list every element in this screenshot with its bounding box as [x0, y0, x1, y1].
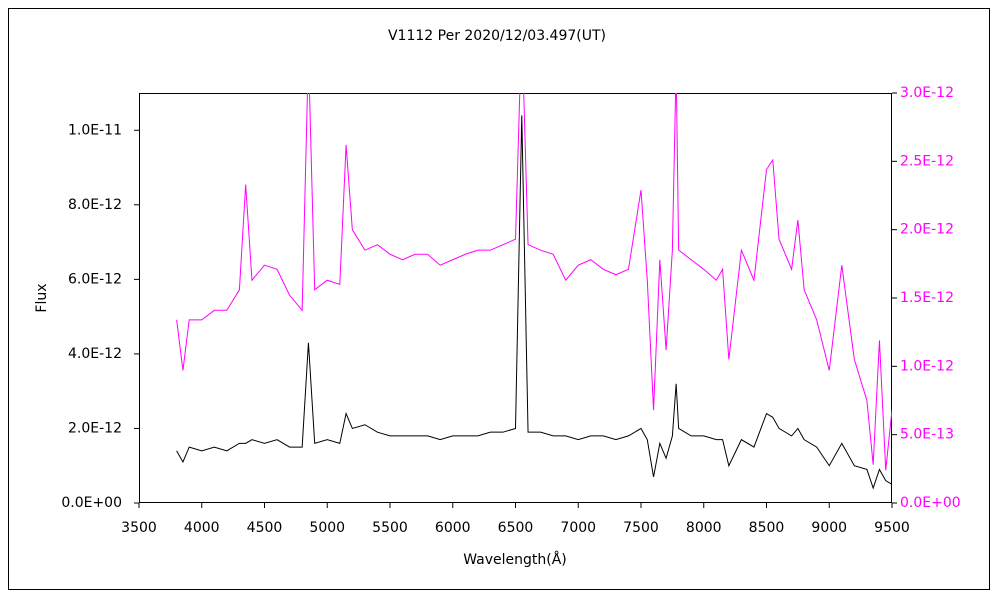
y-tick-label: 1.0E-11	[68, 122, 122, 138]
y2-tick-label: 3.0E-12	[900, 85, 954, 101]
y2-tick-label: 1.5E-12	[900, 290, 954, 306]
y2-tick-label: 2.5E-12	[900, 153, 954, 169]
x-tick-label: 7000	[560, 520, 596, 536]
x-tick-label: 9000	[811, 520, 847, 536]
y-tick-label: 0.0E+00	[61, 495, 122, 511]
y-tick-label: 6.0E-12	[68, 271, 122, 287]
y2-tick-label: 5.0E-13	[900, 427, 954, 443]
x-tick-label: 4500	[247, 520, 283, 536]
y-tick-label: 4.0E-12	[68, 346, 122, 362]
series-line	[176, 93, 892, 471]
x-tick-label: 3500	[121, 520, 157, 536]
y-tick-label: 8.0E-12	[68, 197, 122, 213]
x-tick-label: 8500	[749, 520, 785, 536]
x-tick-label: 4000	[184, 520, 220, 536]
x-axis-label: Wavelength(Å)	[463, 551, 567, 568]
frame	[8, 8, 990, 590]
x-tick-label: 9500	[874, 520, 910, 536]
x-tick-label: 5500	[372, 520, 408, 536]
y-tick-label: 2.0E-12	[68, 420, 122, 436]
chart-title: V1112 Per 2020/12/03.497(UT)	[388, 28, 606, 44]
y2-tick-label: 1.0E-12	[900, 358, 954, 374]
y2-tick-label: 2.0E-12	[900, 222, 954, 238]
x-tick-label: 6000	[435, 520, 471, 536]
x-tick-label: 7500	[623, 520, 659, 536]
x-tick-label: 5000	[309, 520, 345, 536]
series-line	[176, 115, 892, 490]
y-axis-label: Flux	[34, 283, 50, 312]
x-tick-label: 8000	[686, 520, 722, 536]
x-tick-label: 6500	[498, 520, 534, 536]
plot-area	[139, 93, 892, 503]
y2-tick-label: 0.0E+00	[900, 495, 961, 511]
